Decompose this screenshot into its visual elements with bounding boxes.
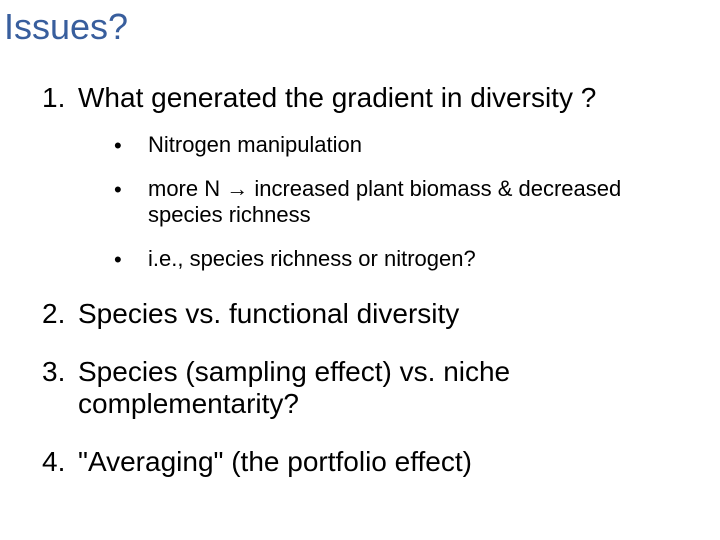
- slide-title: Issues?: [4, 6, 128, 48]
- item-text: "Averaging" (the portfolio effect): [78, 446, 700, 478]
- item-number: 2.: [42, 298, 78, 330]
- list-item-3: 3. Species (sampling effect) vs. niche c…: [42, 356, 700, 420]
- list-item-4: 4. "Averaging" (the portfolio effect): [42, 446, 700, 478]
- bullet-icon: •: [114, 246, 148, 271]
- sub-list: • Nitrogen manipulation • more N → incre…: [114, 132, 700, 272]
- sub-item: • more N → increased plant biomass & dec…: [114, 176, 700, 228]
- numbered-list: 1. What generated the gradient in divers…: [42, 82, 700, 504]
- bullet-icon: •: [114, 132, 148, 157]
- item-text: What generated the gradient in diversity…: [78, 82, 700, 114]
- item-text: Species vs. functional diversity: [78, 298, 700, 330]
- sub-text: more N → increased plant biomass & decre…: [148, 176, 700, 228]
- sub-text: Nitrogen manipulation: [148, 132, 700, 158]
- bullet-icon: •: [114, 176, 148, 201]
- sub-text: i.e., species richness or nitrogen?: [148, 246, 700, 272]
- sub-item: • Nitrogen manipulation: [114, 132, 700, 158]
- list-item-2: 2. Species vs. functional diversity: [42, 298, 700, 330]
- sub-item: • i.e., species richness or nitrogen?: [114, 246, 700, 272]
- item-number: 1.: [42, 82, 78, 114]
- item-number: 3.: [42, 356, 78, 388]
- item-number: 4.: [42, 446, 78, 478]
- item-text: Species (sampling effect) vs. niche comp…: [78, 356, 700, 420]
- slide: Issues? 1. What generated the gradient i…: [0, 0, 720, 540]
- list-item-1: 1. What generated the gradient in divers…: [42, 82, 700, 272]
